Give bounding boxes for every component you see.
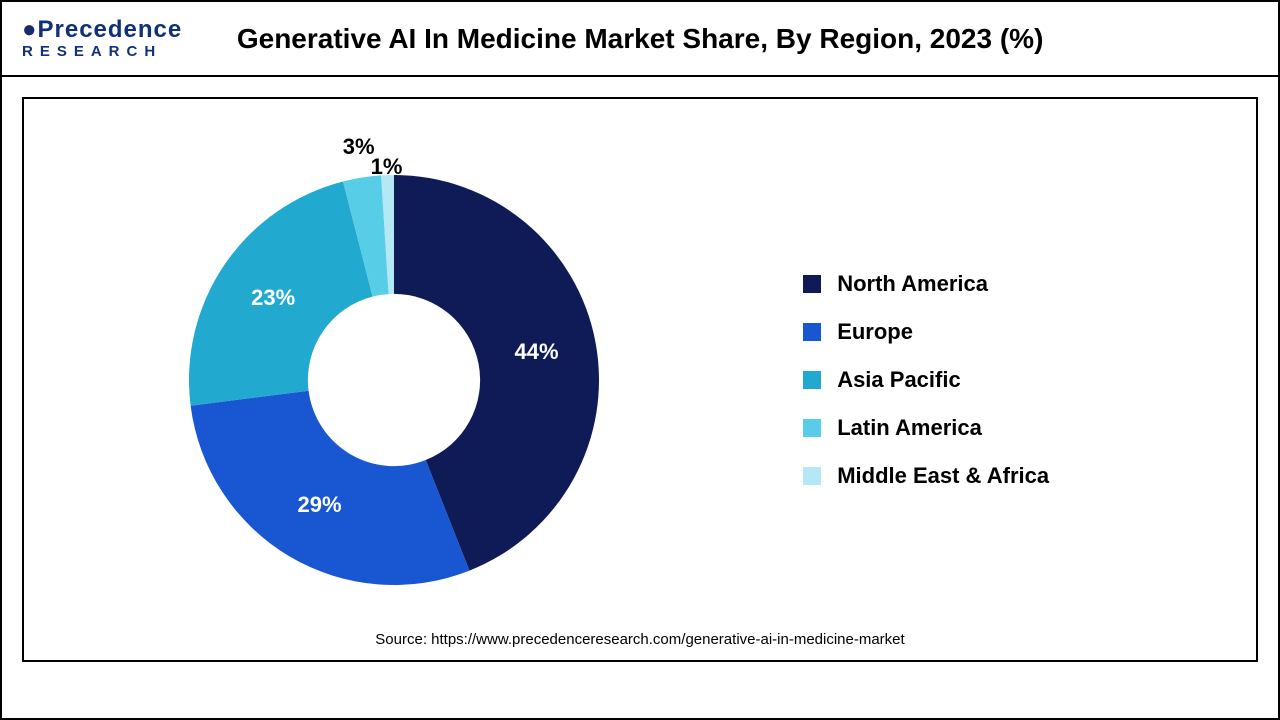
logo-line1: ●Precedence <box>22 18 182 42</box>
pct-label-0: 44% <box>515 339 559 365</box>
legend: North America Europe Asia Pacific Latin Ame… <box>763 249 1256 511</box>
header: ●Precedence RESEARCH Generative AI In Me… <box>2 2 1278 77</box>
legend-item-0: North America <box>803 271 1256 297</box>
pct-label-2: 23% <box>251 285 295 311</box>
page-frame: ●Precedence RESEARCH Generative AI In Me… <box>0 0 1280 720</box>
chart-area: 44%29%23%3%1% <box>24 99 763 660</box>
legend-item-4: Middle East & Africa <box>803 463 1256 489</box>
legend-label: North America <box>837 271 988 297</box>
slice-europe <box>190 390 469 584</box>
chart-title: Generative AI In Medicine Market Share, … <box>182 23 1258 55</box>
legend-swatch <box>803 419 821 437</box>
legend-label: Latin America <box>837 415 982 441</box>
legend-item-3: Latin America <box>803 415 1256 441</box>
pct-label-1: 29% <box>297 492 341 518</box>
legend-swatch <box>803 323 821 341</box>
body: 44%29%23%3%1% North AmericaEuropeAsia Pa… <box>2 77 1278 682</box>
legend-label: Europe <box>837 319 913 345</box>
legend-swatch <box>803 467 821 485</box>
logo-line2: RESEARCH <box>22 44 182 59</box>
legend-swatch <box>803 275 821 293</box>
legend-item-1: Europe <box>803 319 1256 345</box>
pct-label-4: 1% <box>371 154 403 180</box>
legend-swatch <box>803 371 821 389</box>
logo: ●Precedence RESEARCH <box>22 18 182 59</box>
legend-label: Middle East & Africa <box>837 463 1049 489</box>
donut-chart: 44%29%23%3%1% <box>184 170 604 590</box>
source-text: Source: https://www.precedenceresearch.c… <box>24 631 1256 648</box>
chart-panel: 44%29%23%3%1% North AmericaEuropeAsia Pa… <box>22 97 1258 662</box>
legend-item-2: Asia Pacific <box>803 367 1256 393</box>
legend-label: Asia Pacific <box>837 367 961 393</box>
donut-svg <box>184 170 604 590</box>
